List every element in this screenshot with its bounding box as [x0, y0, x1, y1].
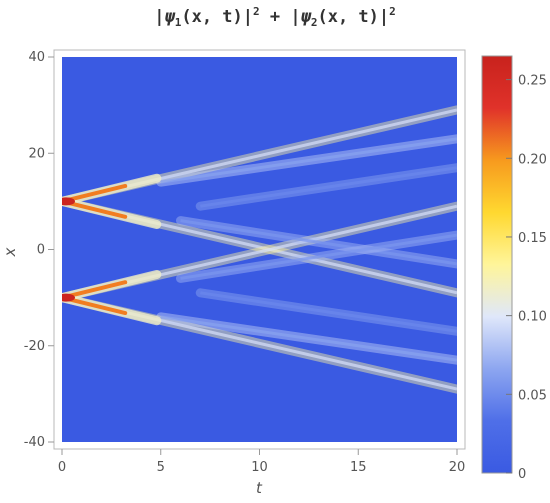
- y-tick-label: 40: [28, 50, 45, 65]
- x-tick-label: 5: [157, 460, 165, 475]
- colorbar-tick-label: 0.25: [518, 74, 547, 89]
- chart-title: |ψ1(x, t)|2 + |ψ2(x, t)|2: [154, 5, 396, 29]
- x-tick-label: 10: [251, 460, 268, 475]
- beam-core: [180, 219, 457, 266]
- y-tick-label: 20: [28, 146, 45, 161]
- colorbar-tick-label: 0: [518, 467, 526, 482]
- colorbar: 0 0.05 0.10 0.15 0.20 0.25: [481, 55, 547, 482]
- colorbar-tick-label: 0.15: [518, 231, 547, 246]
- beam-core: [160, 315, 457, 362]
- colorbar-tick-label: 0.10: [518, 310, 547, 325]
- x-axis: 0 5 10 15 20: [58, 449, 465, 475]
- x-axis-label: t: [256, 479, 263, 497]
- source-peak: [62, 197, 75, 206]
- beam-core: [180, 233, 457, 280]
- colorbar-bar: [481, 55, 513, 474]
- beam-core: [200, 291, 457, 333]
- x-tick-label: 20: [449, 460, 466, 475]
- y-tick-label: -20: [24, 339, 45, 354]
- y-tick-label: 0: [37, 243, 45, 258]
- colorbar-tick-label: 0.05: [518, 388, 547, 403]
- x-tick-label: 0: [58, 460, 66, 475]
- heatmap-background: [62, 57, 457, 442]
- beam-core: [200, 166, 457, 208]
- heatmap-sources: [62, 173, 162, 326]
- y-axis-label: x: [1, 247, 19, 257]
- y-axis: -40 -20 0 20 40: [24, 50, 54, 450]
- colorbar-tick-label: 0.20: [518, 152, 547, 167]
- source-peak: [62, 293, 75, 302]
- colorbar-ticks: 0 0.05 0.10 0.15 0.20 0.25: [506, 74, 547, 482]
- beam-core: [160, 137, 457, 184]
- y-tick-label: -40: [24, 435, 45, 450]
- x-tick-label: 15: [350, 460, 367, 475]
- plot-area: [62, 57, 457, 442]
